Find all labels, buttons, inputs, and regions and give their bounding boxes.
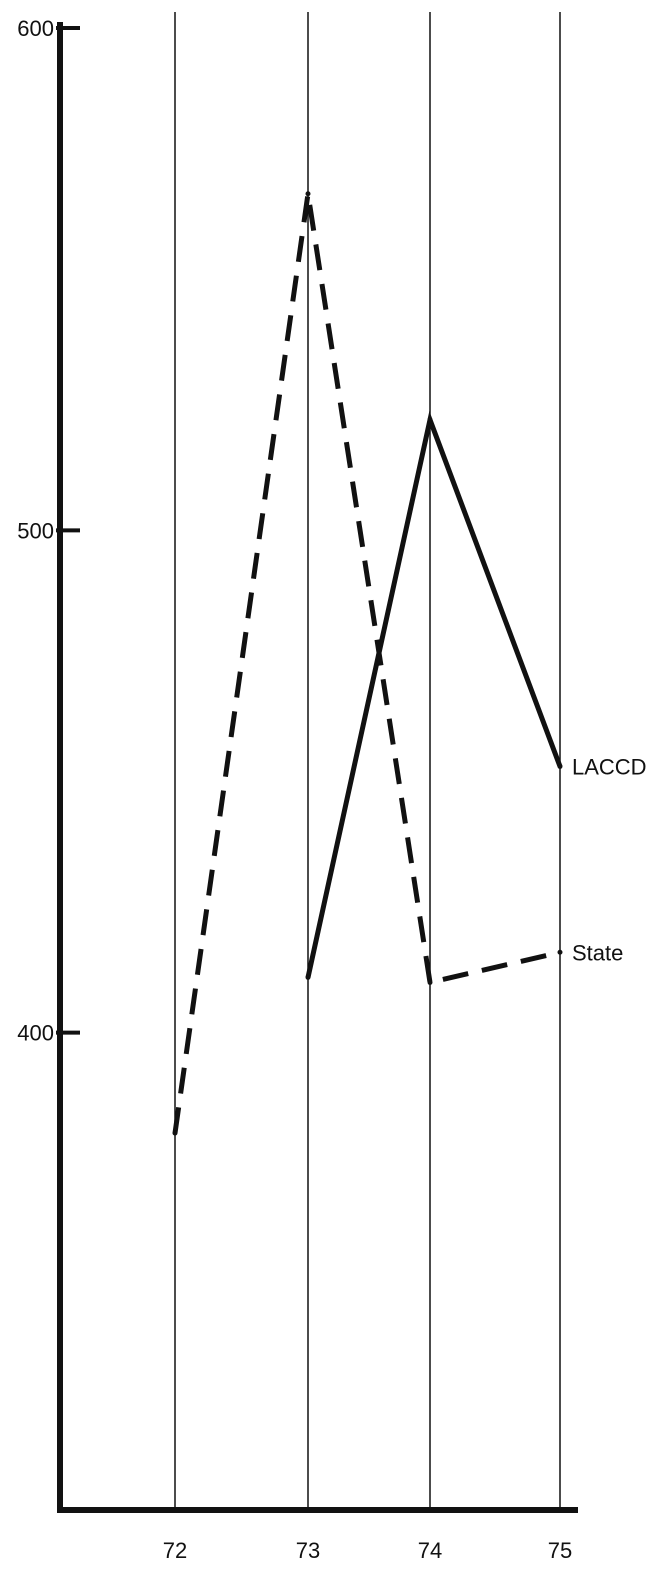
x-tick-label-74: 74: [418, 1538, 442, 1563]
y-tick-label-400: 400: [17, 1021, 54, 1046]
x-tick-label-75: 75: [548, 1538, 572, 1563]
series-line-laccd: [305, 411, 563, 978]
y-tick-label-600: 600: [17, 16, 54, 41]
series-label-state: State: [572, 940, 623, 965]
labels: 400 500 600 72 73 74 75 LACCD State: [17, 16, 646, 1563]
vertical-gridlines: [174, 12, 561, 1510]
series-line-state: [172, 193, 561, 1134]
data-point-state-74: [427, 979, 433, 985]
data-point-state-73: [305, 191, 311, 197]
y-tick-label-500: 500: [17, 518, 54, 543]
x-tick-label-73: 73: [296, 1538, 320, 1563]
series-layer: [172, 191, 563, 1136]
data-point-laccd-74: [427, 417, 433, 423]
axes: [56, 22, 578, 1513]
series-label-laccd: LACCD: [572, 754, 647, 779]
data-point-laccd-73: [305, 974, 311, 980]
data-point-state-75: [557, 949, 563, 955]
data-point-state-72: [172, 1130, 178, 1136]
data-point-laccd-75: [557, 763, 563, 769]
x-tick-label-72: 72: [163, 1538, 187, 1563]
